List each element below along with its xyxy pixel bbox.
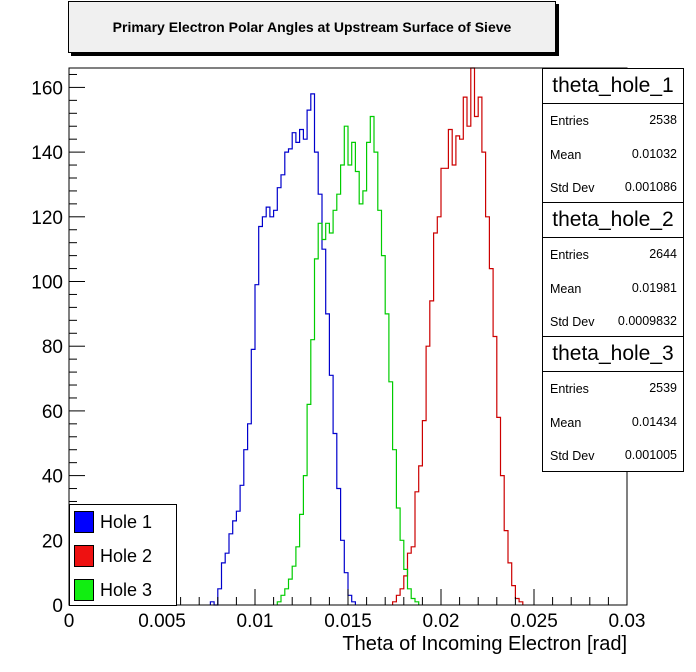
- stats-row-stddev: Std Dev 0.001005: [550, 448, 677, 463]
- histogram-series-1: [209, 93, 356, 606]
- stats-box-name: theta_hole_1: [543, 69, 683, 104]
- legend-swatch: [74, 579, 94, 601]
- chart-title-box: Primary Electron Polar Angles at Upstrea…: [68, 1, 556, 53]
- x-tick-label: 0.01: [237, 611, 274, 632]
- stats-box-hole-2: theta_hole_2 Entries 2644 Mean 0.01981 Std…: [542, 202, 684, 338]
- x-tick-label: 0.015: [324, 611, 372, 632]
- stats-row-entries: Entries 2538: [550, 113, 677, 128]
- x-tick-label: 0.025: [510, 611, 558, 632]
- histogram-series-2: [392, 67, 524, 605]
- x-tick-label: 0.03: [609, 611, 646, 632]
- stats-box-hole-3: theta_hole_3 Entries 2539 Mean 0.01434 Std…: [542, 336, 684, 472]
- stats-row-mean: Mean 0.01981: [550, 280, 677, 296]
- x-tick-label: 0.02: [423, 611, 460, 632]
- stats-row-stddev: Std Dev 0.001086: [550, 180, 677, 195]
- y-tick-label: 160: [31, 78, 63, 99]
- stats-row-mean: Mean 0.01434: [550, 414, 677, 430]
- stats-box-hole-1: theta_hole_1 Entries 2538 Mean 0.01032 Std…: [542, 68, 684, 204]
- x-tick-label: 0.005: [138, 611, 186, 632]
- y-tick-label: 120: [31, 208, 63, 229]
- legend-swatch: [74, 511, 94, 533]
- y-tick-label: 60: [42, 402, 63, 423]
- legend-swatch: [74, 545, 94, 567]
- y-tick-label: 80: [42, 337, 63, 358]
- y-tick-label: 0: [52, 596, 63, 617]
- y-tick-label: 20: [42, 531, 63, 552]
- y-tick-label: 140: [31, 143, 63, 164]
- stats-box-name: theta_hole_2: [543, 203, 683, 238]
- stats-row-entries: Entries 2644: [550, 247, 677, 262]
- histogram-series-3: [276, 115, 420, 605]
- chart-title: Primary Electron Polar Angles at Upstrea…: [112, 19, 512, 35]
- y-tick-label: 100: [31, 273, 63, 294]
- stats-row-entries: Entries 2539: [550, 381, 677, 396]
- stats-row-mean: Mean 0.01032: [550, 146, 677, 162]
- legend: Hole 1 Hole 2 Hole 3: [69, 504, 177, 606]
- stats-row-stddev: Std Dev 0.0009832: [550, 314, 677, 329]
- stats-box-name: theta_hole_3: [543, 337, 683, 372]
- y-tick-label: 40: [42, 467, 63, 488]
- x-tick-label: 0: [64, 611, 75, 632]
- x-axis-title: Theta of Incoming Electron [rad]: [342, 633, 627, 655]
